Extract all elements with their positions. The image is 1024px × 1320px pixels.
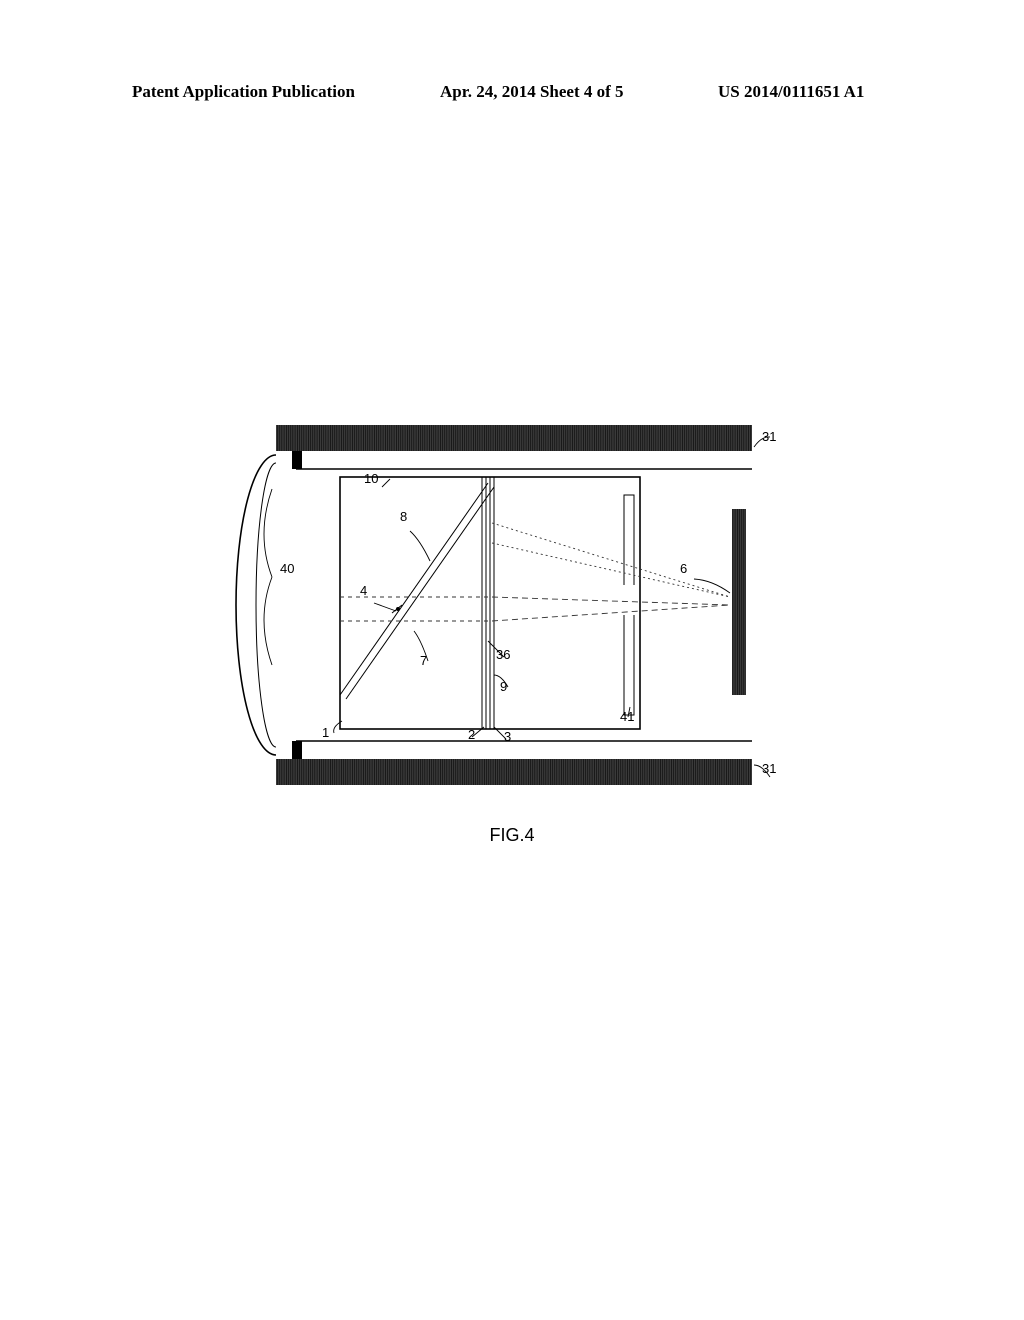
header-center: Apr. 24, 2014 Sheet 4 of 5 bbox=[440, 82, 624, 102]
ref-label: 41 bbox=[620, 709, 634, 724]
figure-caption: FIG.4 bbox=[0, 825, 1024, 846]
ref-label: 8 bbox=[400, 509, 407, 524]
ref-label: 31 bbox=[762, 761, 776, 776]
ref-label: 1 bbox=[322, 725, 329, 740]
ref-label: 9 bbox=[500, 679, 507, 694]
ref-label: 40 bbox=[280, 561, 294, 576]
page: Patent Application Publication Apr. 24, … bbox=[0, 0, 1024, 1320]
header-right: US 2014/0111651 A1 bbox=[718, 82, 864, 102]
ref-label: 4 bbox=[360, 583, 367, 598]
page-header: Patent Application Publication Apr. 24, … bbox=[0, 82, 1024, 106]
ref-label: 7 bbox=[420, 653, 427, 668]
figure-svg: 31 31 40 10 8 4 7 36 9 1 2 3 41 6 bbox=[222, 420, 782, 790]
ref-label: 6 bbox=[680, 561, 687, 576]
ref-label: 2 bbox=[468, 727, 475, 742]
figure-4: 31314010847369123416 bbox=[222, 420, 732, 780]
ref-label: 3 bbox=[504, 729, 511, 744]
ref-label: 10 bbox=[364, 471, 378, 486]
ref-label: 36 bbox=[496, 647, 510, 662]
ref-label: 31 bbox=[762, 429, 776, 444]
header-left: Patent Application Publication bbox=[132, 82, 355, 102]
